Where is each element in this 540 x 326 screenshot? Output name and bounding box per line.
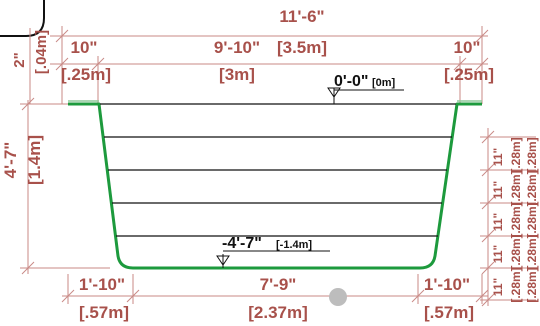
step-5-imperial: 11" <box>491 278 505 296</box>
bottom-level-metric: [-1.4m] <box>276 239 312 251</box>
bottom-left-metric: [.57m] <box>79 303 129 322</box>
step-5-metric-b: [.28m] <box>525 267 539 302</box>
top-dimensions <box>50 26 489 104</box>
ledge-left-imperial: 10" <box>71 38 98 57</box>
step-1-imperial: 11" <box>491 148 505 166</box>
step-1-metric-b: [.28m] <box>525 137 539 172</box>
step-2-imperial: 11" <box>491 181 505 199</box>
rim-height-metric: [.04m] <box>33 30 50 74</box>
ledge-right-imperial: 10" <box>454 38 481 57</box>
rim-height-imperial: 2" <box>11 52 28 67</box>
step-1-metric-a: [.28m] <box>509 137 523 172</box>
grey-dot <box>329 288 347 306</box>
bottom-dimensions <box>61 274 489 304</box>
step-lines <box>100 103 456 237</box>
bottom-right-metric: [.57m] <box>424 303 474 322</box>
step-3-imperial: 11" <box>491 213 505 231</box>
step-5-metric-a: [.28m] <box>509 267 523 302</box>
depth-dimension <box>20 97 110 275</box>
ledge-right-metric: [.25m] <box>444 65 494 84</box>
inner-top-width-metric: [3m] <box>219 65 255 84</box>
overall-width-imperial: 11'-6" <box>279 7 324 26</box>
step-4-metric-a: [.28m] <box>509 234 523 269</box>
step-2-metric-b: [.28m] <box>525 170 539 205</box>
step-3-metric-a: [.28m] <box>509 202 523 237</box>
overall-width-metric: [3.5m] <box>277 38 327 57</box>
top-level-imperial: 0'-0" <box>334 73 369 90</box>
bottom-level-imperial: -4'-7" <box>222 235 262 252</box>
inner-top-width-imperial: 9'-10" <box>214 38 260 57</box>
total-depth-metric: [1.4m] <box>25 135 44 185</box>
pool-shell-wall <box>68 102 482 270</box>
step-dimensions <box>480 128 536 307</box>
total-depth-imperial: 4'-7" <box>1 142 20 179</box>
step-4-imperial: 11" <box>491 245 505 263</box>
bottom-right-imperial: 1'-10" <box>424 275 470 294</box>
step-3-metric-b: [.28m] <box>525 202 539 237</box>
bottom-width-imperial: 7'-9" <box>260 275 297 294</box>
corner-frame <box>0 0 45 37</box>
ledge-left-metric: [.25m] <box>61 65 111 84</box>
bottom-left-imperial: 1'-10" <box>79 275 125 294</box>
top-level-metric: [0m] <box>372 77 396 89</box>
step-4-metric-b: [.28m] <box>525 234 539 269</box>
step-2-metric-a: [.28m] <box>509 170 523 205</box>
bottom-width-metric: [2.37m] <box>248 303 308 322</box>
